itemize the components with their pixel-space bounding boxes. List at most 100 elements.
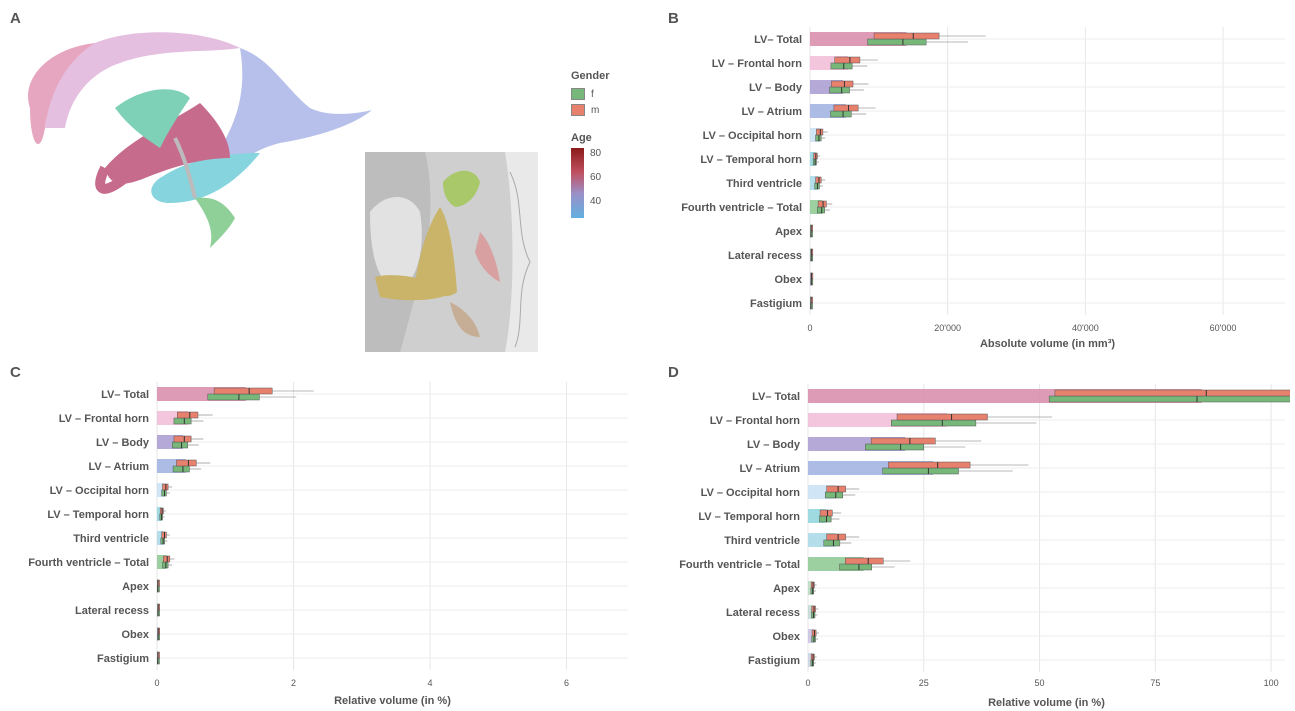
box-m: [873, 32, 940, 40]
anatomical-slice-illustration: [365, 152, 538, 352]
panel-letter-c: C: [10, 364, 21, 381]
category-label: Third ventricle: [724, 535, 800, 547]
category-label: Apex: [773, 583, 801, 595]
category-label: Apex: [775, 226, 803, 238]
age-colorbar: [571, 148, 584, 218]
category-label: LV – Temporal horn: [698, 511, 800, 523]
box-f: [207, 393, 260, 401]
bar: [808, 581, 813, 595]
x-axis-label: Relative volume (in %): [334, 695, 451, 707]
bar: [810, 128, 820, 142]
box-f: [824, 491, 843, 499]
box-f: [865, 443, 925, 451]
category-label: LV– Total: [752, 391, 800, 403]
x-tick-label: 100: [1264, 678, 1279, 688]
box-f: [817, 206, 825, 214]
category-label: Third ventricle: [73, 533, 149, 545]
category-label: Obex: [772, 631, 800, 643]
x-tick-label: 75: [1150, 678, 1160, 688]
box-f: [162, 561, 169, 569]
x-axis-label: Relative volume (in %): [988, 697, 1105, 709]
category-label: LV– Total: [754, 34, 802, 46]
category-label: LV – Occipital horn: [703, 130, 803, 142]
box-f: [1048, 395, 1290, 403]
box-f: [830, 62, 853, 70]
category-label: Fourth ventricle – Total: [681, 202, 802, 214]
x-tick-label: 50: [1035, 678, 1045, 688]
category-label: Obex: [774, 274, 802, 286]
legend-item-f: f: [571, 86, 610, 102]
category-label: Fastigium: [750, 298, 802, 310]
age-tick-60: 60: [590, 172, 602, 183]
x-tick-label: 0: [807, 323, 812, 333]
category-label: LV – Atrium: [88, 461, 149, 473]
box-f: [867, 38, 927, 46]
x-tick-label: 60'000: [1210, 323, 1237, 333]
box-m: [896, 413, 988, 421]
panel-letter-b: B: [668, 10, 679, 27]
box-m: [815, 176, 822, 184]
box-f: [823, 539, 841, 547]
box-m: [176, 459, 197, 467]
box-m: [845, 557, 884, 565]
box-m: [213, 387, 273, 395]
chart-panel-b: 0 20'000 40'000 60'000 LV– Total LV – Frontal…: [681, 27, 1285, 350]
box-f: [839, 563, 872, 571]
box-m: [870, 437, 936, 445]
panel-letter-a: A: [10, 10, 21, 27]
category-label: Third ventricle: [726, 178, 802, 190]
box-m: [816, 128, 824, 136]
category-label: LV – Body: [96, 437, 150, 449]
x-tick-label: 0: [154, 678, 159, 688]
bar: [808, 653, 813, 667]
category-label: LV – Atrium: [739, 463, 800, 475]
category-label: LV – Occipital horn: [701, 487, 801, 499]
legend-swatch-m: [571, 104, 585, 116]
box-f: [815, 134, 822, 142]
x-tick-label: 25: [919, 678, 929, 688]
category-label: LV – Frontal horn: [712, 58, 803, 70]
box-m: [1054, 389, 1290, 397]
box-m: [177, 411, 199, 419]
box-m: [831, 80, 854, 88]
age-tick-80: 80: [590, 148, 602, 159]
x-tick-label: 40'000: [1072, 323, 1099, 333]
category-label: LV – Atrium: [741, 106, 802, 118]
box-m: [819, 509, 833, 517]
box-f: [173, 417, 192, 425]
category-label: Obex: [121, 629, 149, 641]
category-label: Apex: [122, 581, 150, 593]
legend-swatch-f: [571, 88, 585, 100]
x-axis-label: Absolute volume (in mm³): [980, 338, 1115, 350]
box-f: [891, 419, 977, 427]
box-m: [817, 200, 827, 208]
box-f: [830, 110, 852, 118]
x-tick-label: 20'000: [934, 323, 961, 333]
bar: [810, 176, 819, 190]
bar: [157, 483, 166, 497]
legend-age-title: Age: [571, 132, 592, 144]
panel-letter-d: D: [668, 364, 679, 381]
box-m: [163, 555, 171, 563]
legend-label-m: m: [591, 104, 600, 116]
box-m: [162, 483, 169, 491]
bar: [810, 152, 816, 166]
x-tick-label: 6: [564, 678, 569, 688]
bar: [808, 629, 815, 643]
chart-panel-c: 0 2 4 6 LV– Total LV – Frontal horn LV – Body L…: [28, 382, 628, 707]
ventricle-3d-illustration: [28, 32, 372, 248]
bar: [157, 507, 162, 521]
bar: [808, 605, 814, 619]
box-f: [172, 465, 190, 473]
category-label: Fastigium: [97, 653, 149, 665]
legend-gender-title: Gender: [571, 70, 610, 82]
box-m: [833, 104, 859, 112]
category-label: LV – Body: [749, 82, 803, 94]
category-label: LV – Body: [747, 439, 801, 451]
category-label: Fourth ventricle – Total: [28, 557, 149, 569]
category-label: LV– Total: [101, 389, 149, 401]
box-f: [882, 467, 959, 475]
category-label: Lateral recess: [728, 250, 802, 262]
age-tick-40: 40: [590, 196, 602, 207]
legend-item-m: m: [571, 102, 610, 118]
